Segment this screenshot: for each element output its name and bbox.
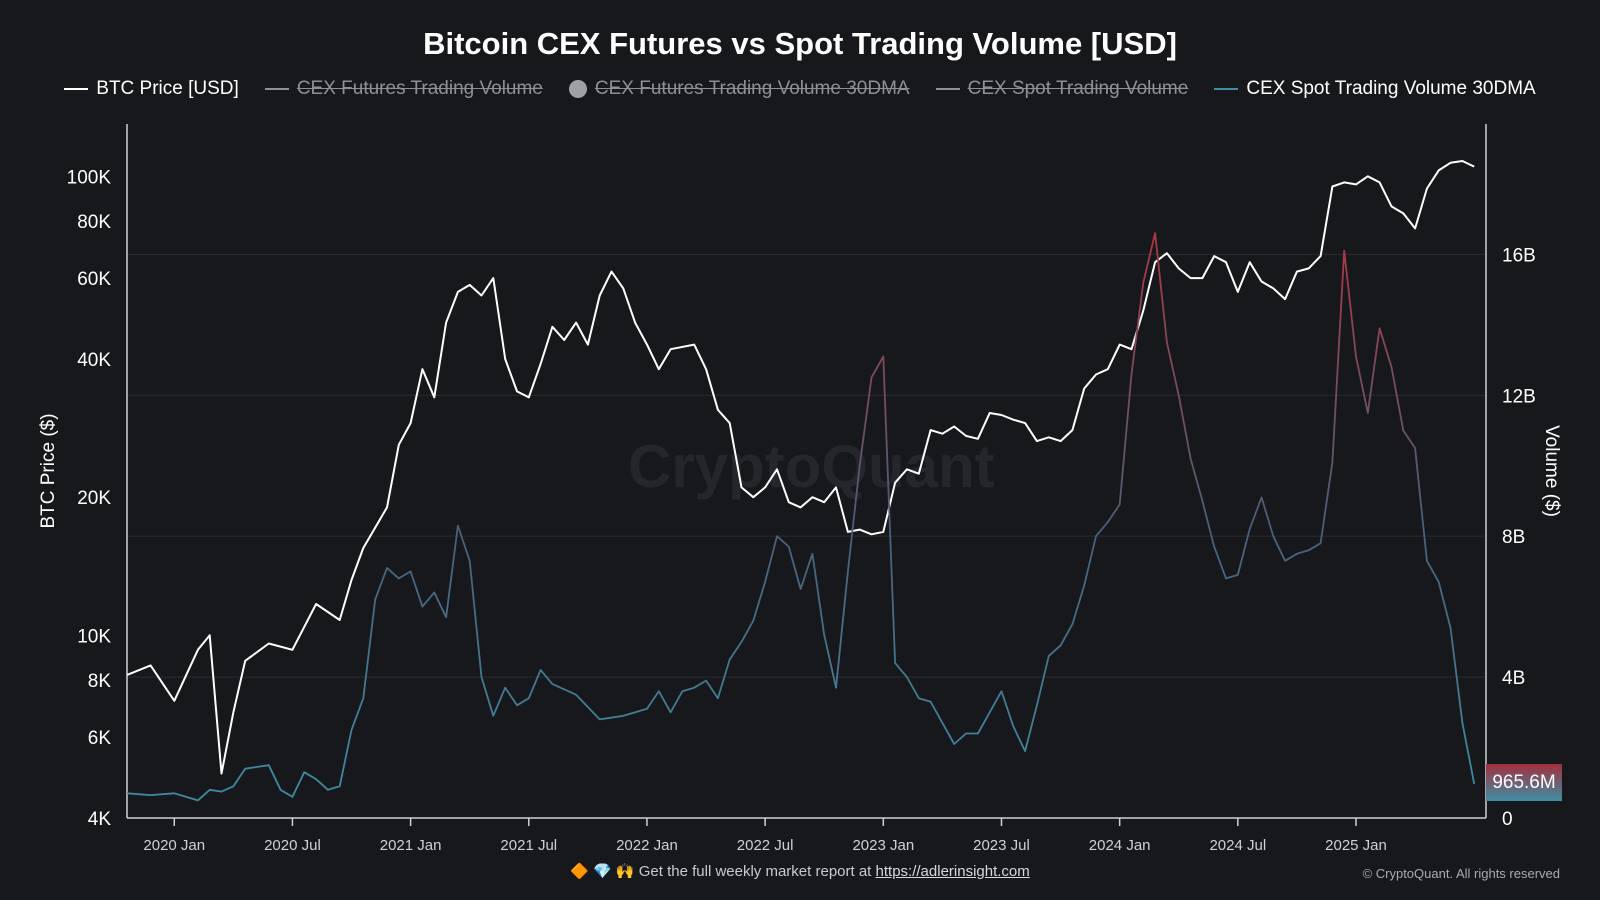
y-right-tick-label: 4B (1502, 668, 1525, 689)
btc-price-line (126, 160, 1475, 775)
y-left-tick-label: 60K (77, 269, 111, 290)
spot-volume-30dma-line (126, 232, 1476, 802)
y-right-axis-title: Volume ($) (1541, 425, 1562, 517)
y-left-tick-label: 100K (67, 167, 112, 188)
y-right-tick-label: 16B (1502, 245, 1536, 266)
x-tick-label: 2024 Jul (1209, 837, 1266, 854)
y-right-tick-label: 0 (1502, 809, 1513, 830)
legend: BTC Price [USD] CEX Futures Trading Volum… (0, 78, 1600, 100)
legend-label: CEX Futures Trading Volume 30DMA (594, 78, 910, 99)
x-tick-label: 2020 Jan (143, 837, 205, 854)
x-tick-label: 2021 Jan (380, 837, 442, 854)
legend-item[interactable]: CEX Spot Trading Volume 30DMA (1214, 78, 1536, 100)
y-right-tick-label: 8B (1502, 527, 1525, 548)
y-left-tick-label: 4K (88, 809, 112, 830)
x-tick-label: 2022 Jul (737, 837, 794, 854)
legend-label: CEX Futures Trading Volume (296, 78, 543, 99)
last-value-badge: 965.6M (1486, 764, 1562, 801)
copyright: © CryptoQuant. All rights reserved (1362, 866, 1560, 881)
x-tick-label: 2021 Jul (500, 837, 557, 854)
y-left-tick-label: 10K (77, 626, 111, 647)
y-left-tick-label: 6K (88, 728, 112, 749)
chart-title: Bitcoin CEX Futures vs Spot Trading Volu… (423, 26, 1177, 61)
legend-label: CEX Spot Trading Volume 30DMA (1246, 78, 1536, 99)
y-left-tick-label: 20K (77, 488, 111, 509)
y-left-axis-title: BTC Price ($) (38, 413, 59, 528)
legend-label: BTC Price [USD] (96, 78, 239, 99)
legend-dot-icon (568, 80, 587, 98)
legend-line-icon (64, 88, 89, 90)
x-tick-label: 2024 Jan (1089, 837, 1151, 854)
y-left-tick-label: 8K (88, 671, 112, 692)
y-left-tick-label: 40K (77, 350, 111, 371)
legend-line-icon (264, 88, 289, 90)
x-tick-label: 2023 Jan (852, 837, 914, 854)
x-tick-label: 2023 Jul (973, 837, 1030, 854)
footer-link[interactable]: https://adlerinsight.com (875, 863, 1030, 880)
legend-line-icon (935, 88, 960, 90)
watermark: CryptoQuant (628, 433, 995, 500)
footer-text: Get the full weekly market report at (638, 863, 872, 880)
y-left-tick-label: 80K (77, 212, 111, 233)
footer-emojis: 🔶 💎 🙌 (570, 863, 635, 880)
legend-item[interactable]: BTC Price [USD] (64, 78, 239, 100)
legend-line-icon (1214, 88, 1239, 90)
x-tick-label: 2025 Jan (1325, 837, 1387, 854)
legend-item[interactable]: CEX Futures Trading Volume 30DMA (568, 78, 910, 100)
y-right-tick-label: 12B (1502, 386, 1536, 407)
footer: 🔶 💎 🙌 Get the full weekly market report … (0, 862, 1600, 880)
legend-label: CEX Spot Trading Volume (967, 78, 1189, 99)
x-tick-label: 2022 Jan (616, 837, 678, 854)
x-tick-label: 2020 Jul (264, 837, 321, 854)
legend-item[interactable]: CEX Futures Trading Volume (264, 78, 543, 100)
legend-item[interactable]: CEX Spot Trading Volume (935, 78, 1189, 100)
